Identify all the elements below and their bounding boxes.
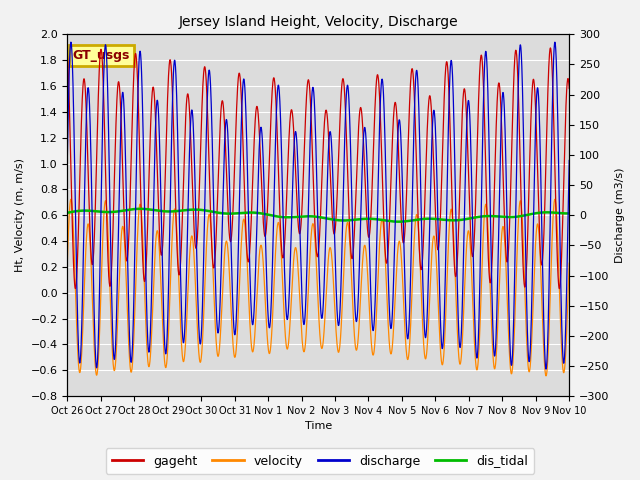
gageht [63, 52, 71, 58]
gageht [535, 210, 543, 216]
discharge [63, 152, 71, 157]
Y-axis label: Ht, Velocity (m, m/s): Ht, Velocity (m, m/s) [15, 158, 25, 272]
Line: dis_tidal: dis_tidal [67, 209, 569, 222]
gageht [333, 210, 340, 216]
discharge [521, 219, 529, 225]
Line: gageht: gageht [67, 48, 569, 288]
dis_tidal [204, 208, 211, 214]
discharge [204, 89, 211, 95]
velocity [565, 260, 573, 266]
gageht [521, 284, 529, 290]
dis_tidal [344, 217, 351, 223]
dis_tidal [464, 216, 472, 222]
X-axis label: Time: Time [305, 421, 332, 432]
discharge [464, 100, 472, 106]
velocity [464, 229, 472, 235]
gageht [344, 158, 351, 164]
velocity [521, 293, 529, 299]
velocity [542, 373, 550, 379]
dis_tidal [136, 206, 144, 212]
Title: Jersey Island Height, Velocity, Discharge: Jersey Island Height, Velocity, Discharg… [179, 15, 458, 29]
discharge [333, 297, 340, 302]
discharge [535, 104, 543, 110]
gageht [204, 104, 211, 110]
Y-axis label: Discharge (m3/s): Discharge (m3/s) [615, 168, 625, 263]
velocity [333, 336, 340, 341]
gageht [464, 144, 472, 150]
gageht [565, 85, 573, 91]
Text: GT_usgs: GT_usgs [72, 49, 130, 62]
dis_tidal [333, 217, 340, 223]
velocity [535, 231, 543, 237]
discharge [67, 39, 75, 45]
Legend: gageht, velocity, discharge, dis_tidal: gageht, velocity, discharge, dis_tidal [106, 448, 534, 474]
dis_tidal [565, 211, 573, 216]
gageht [556, 286, 563, 291]
Line: velocity: velocity [67, 199, 569, 376]
discharge [565, 157, 573, 163]
Line: discharge: discharge [67, 42, 569, 369]
dis_tidal [395, 219, 403, 225]
velocity [67, 196, 75, 202]
dis_tidal [536, 210, 543, 216]
gageht [547, 45, 554, 51]
dis_tidal [522, 213, 529, 218]
discharge [542, 366, 550, 372]
discharge [344, 82, 351, 88]
velocity [204, 223, 211, 229]
velocity [63, 257, 71, 263]
dis_tidal [63, 210, 71, 216]
velocity [344, 220, 351, 226]
